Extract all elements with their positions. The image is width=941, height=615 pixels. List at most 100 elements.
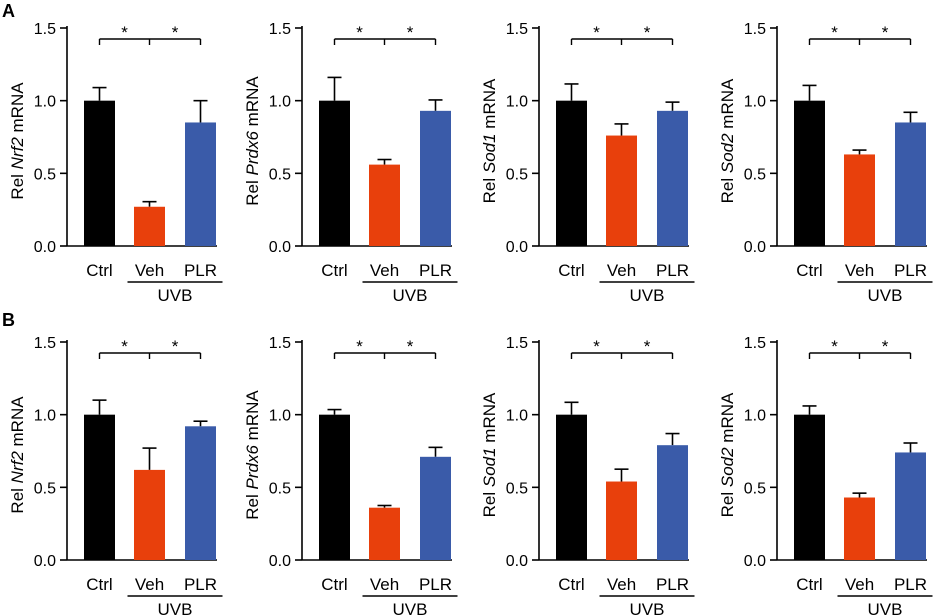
y-axis-label-suffix: mRNA	[480, 392, 499, 447]
y-axis-label: Rel Nrf2 mRNA	[8, 396, 27, 514]
category-label-ctrl: Ctrl	[321, 261, 347, 280]
chart-a-sod1: 0.0 0.5 1.0 1.5 Rel Sod1 mRNA Ctrl Veh PLR UVB * *	[480, 21, 695, 305]
category-label-veh: Veh	[607, 261, 636, 280]
y-axis-label-gene: Prdx6	[243, 445, 262, 490]
y-tick-label: 0.0	[269, 239, 291, 256]
y-tick-label: 0.5	[269, 166, 291, 183]
y-tick-label: 1.0	[34, 94, 56, 111]
y-tick-label: 1.0	[744, 408, 766, 425]
y-tick-label: 1.5	[34, 21, 56, 38]
significance-star: *	[831, 337, 838, 356]
bar-ctrl	[794, 414, 825, 560]
category-label-plr: PLR	[184, 575, 217, 594]
y-tick-label: 0.0	[34, 553, 56, 570]
chart-b-sod2: 0.0 0.5 1.0 1.5 Rel Sod2 mRNA Ctrl Veh PLR UVB * *	[718, 335, 933, 615]
group-label: UVB	[158, 600, 193, 615]
y-tick-label: 1.0	[744, 94, 766, 111]
bar-plr	[185, 426, 216, 560]
y-axis-label-gene: Sod1	[480, 447, 499, 487]
group-label: UVB	[868, 600, 903, 615]
panel-label-b: B	[2, 310, 15, 330]
category-label-ctrl: Ctrl	[558, 261, 584, 280]
group-label: UVB	[630, 600, 665, 615]
category-label-plr: PLR	[656, 261, 689, 280]
y-axis-label-prefix: Rel	[718, 173, 737, 203]
y-tick-label: 0.5	[744, 166, 766, 183]
y-axis-label: Rel Nrf2 mRNA	[8, 82, 27, 200]
y-axis-label-suffix: mRNA	[8, 396, 27, 451]
y-axis-label-suffix: mRNA	[718, 392, 737, 447]
significance-star: *	[356, 23, 363, 42]
y-axis-label-prefix: Rel	[480, 173, 499, 203]
y-axis-label: Rel Sod1 mRNA	[480, 78, 499, 203]
bar-ctrl	[84, 100, 115, 247]
y-axis-label-suffix: mRNA	[8, 82, 27, 137]
y-tick-label: 0.5	[34, 480, 56, 497]
y-axis-label-gene: Nrf2	[8, 137, 27, 170]
y-axis-label-suffix: mRNA	[243, 390, 262, 445]
group-label: UVB	[868, 286, 903, 305]
category-label-ctrl: Ctrl	[86, 261, 112, 280]
category-label-ctrl: Ctrl	[321, 575, 347, 594]
bar-veh	[844, 154, 875, 246]
y-tick-label: 1.5	[269, 335, 291, 352]
category-label-veh: Veh	[607, 575, 636, 594]
category-label-ctrl: Ctrl	[796, 261, 822, 280]
significance-star: *	[593, 23, 600, 42]
bar-plr	[895, 122, 926, 246]
y-tick-label: 0.5	[506, 166, 528, 183]
group-label: UVB	[393, 600, 428, 615]
bar-veh	[134, 206, 165, 246]
category-label-plr: PLR	[184, 261, 217, 280]
y-tick-label: 1.0	[269, 94, 291, 111]
category-label-plr: PLR	[894, 261, 927, 280]
y-axis-label: Rel Prdx6 mRNA	[243, 76, 262, 206]
category-label-ctrl: Ctrl	[558, 575, 584, 594]
bar-plr	[420, 456, 451, 560]
bar-veh	[369, 164, 400, 246]
significance-star: *	[644, 23, 651, 42]
bar-veh	[844, 497, 875, 560]
significance-star: *	[172, 23, 179, 42]
y-axis-label-prefix: Rel	[243, 489, 262, 519]
y-axis-label-gene: Sod1	[480, 133, 499, 173]
y-tick-label: 0.0	[506, 553, 528, 570]
y-tick-label: 1.0	[269, 408, 291, 425]
significance-star: *	[882, 337, 889, 356]
y-axis-label-suffix: mRNA	[243, 76, 262, 131]
y-axis-label: Rel Sod2 mRNA	[718, 78, 737, 203]
bar-veh	[606, 135, 637, 246]
chart-b-prdx6: 0.0 0.5 1.0 1.5 Rel Prdx6 mRNA Ctrl Veh PLR UVB *…	[243, 335, 458, 615]
category-label-plr: PLR	[419, 575, 452, 594]
chart-a-nrf2: 0.0 0.5 1.0 1.5 Rel Nrf2 mRNA Ctrl Veh PLR UVB * *	[8, 21, 223, 305]
y-tick-label: 0.0	[506, 239, 528, 256]
y-tick-label: 0.0	[269, 553, 291, 570]
group-label: UVB	[158, 286, 193, 305]
y-axis-label: Rel Sod1 mRNA	[480, 392, 499, 517]
chart-b-nrf2: 0.0 0.5 1.0 1.5 Rel Nrf2 mRNA Ctrl Veh PLR UVB * *	[8, 335, 223, 615]
category-label-plr: PLR	[894, 575, 927, 594]
significance-star: *	[121, 337, 128, 356]
significance-star: *	[356, 337, 363, 356]
y-axis-label-gene: Sod2	[718, 133, 737, 173]
category-label-ctrl: Ctrl	[86, 575, 112, 594]
y-tick-label: 1.5	[506, 335, 528, 352]
y-tick-label: 1.5	[744, 335, 766, 352]
bar-plr	[895, 452, 926, 560]
category-label-veh: Veh	[845, 575, 874, 594]
y-tick-label: 0.5	[269, 480, 291, 497]
category-label-veh: Veh	[370, 261, 399, 280]
significance-star: *	[831, 23, 838, 42]
group-label: UVB	[393, 286, 428, 305]
y-tick-label: 0.0	[34, 239, 56, 256]
bar-plr	[657, 445, 688, 560]
y-tick-label: 1.5	[34, 335, 56, 352]
significance-star: *	[121, 23, 128, 42]
y-axis-label-prefix: Rel	[8, 483, 27, 513]
y-axis-label-gene: Sod2	[718, 447, 737, 487]
category-label-veh: Veh	[135, 261, 164, 280]
bar-ctrl	[556, 100, 587, 247]
y-tick-label: 0.5	[744, 480, 766, 497]
y-axis-label-prefix: Rel	[480, 487, 499, 517]
